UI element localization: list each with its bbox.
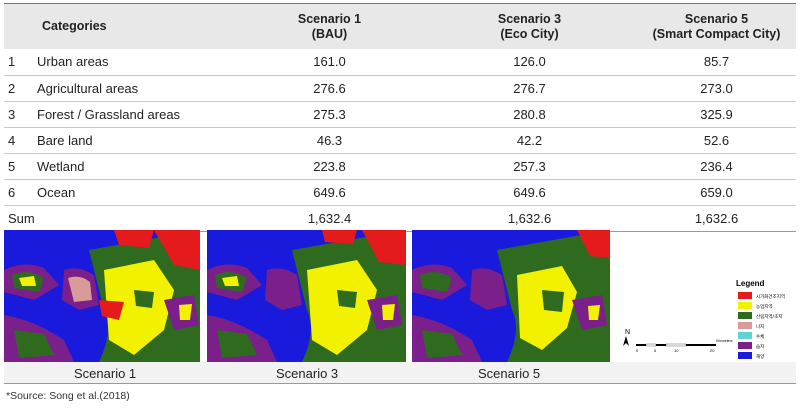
north-arrow-and-scale: N 0 5 10 20 Kilometers Legend 시가화건조지역농업지… — [623, 279, 785, 360]
cell-scenario-3: 276.7 — [422, 75, 637, 102]
row-number: 1 — [4, 49, 37, 76]
sum-scenario-1: 1,632.4 — [237, 205, 422, 232]
cell-scenario-1: 275.3 — [237, 101, 422, 128]
legend-title: Legend — [736, 279, 765, 288]
table-sum-row: Sum 1,632.4 1,632.6 1,632.6 — [4, 205, 796, 232]
row-label: Forest / Grassland areas — [37, 101, 237, 128]
header-s3-title: Scenario 3 — [497, 11, 562, 26]
legend-swatch — [738, 312, 752, 319]
table-row: 6 Ocean 649.6 649.6 659.0 — [4, 179, 796, 206]
cell-scenario-3: 42.2 — [422, 127, 637, 154]
cell-scenario-1: 223.8 — [237, 153, 422, 180]
caption-scenario-3: Scenario 3 — [276, 366, 339, 381]
scale-tick: 20 — [710, 348, 715, 353]
cell-scenario-5: 325.9 — [637, 101, 796, 128]
table-row: 2 Agricultural areas 276.6 276.7 273.0 — [4, 75, 796, 102]
legend-label: 수체 — [756, 333, 764, 340]
legend-label: 농업지역 — [756, 303, 773, 310]
table-row: 1 Urban areas 161.0 126.0 85.7 — [4, 49, 796, 76]
table-top-rule — [4, 3, 796, 4]
scale-tick: 10 — [674, 348, 679, 353]
scale-tick: 5 — [654, 348, 657, 353]
map-scenario-1 — [4, 230, 200, 362]
north-arrow-icon — [623, 336, 629, 346]
table-row: 3 Forest / Grassland areas 275.3 280.8 3… — [4, 101, 796, 128]
land-use-map-1 — [4, 230, 200, 362]
legend-swatch — [738, 292, 752, 299]
cell-scenario-5: 659.0 — [637, 179, 796, 206]
header-scenario-3: Scenario 3 (Eco City) — [422, 4, 637, 49]
scale-unit: Kilometers — [716, 339, 733, 343]
header-scenario-1: Scenario 1 (BAU) — [237, 4, 422, 49]
map-captions: Scenario 1 Scenario 3 Scenario 5 — [4, 362, 796, 384]
legend-swatch — [738, 342, 752, 349]
row-number: 2 — [4, 75, 37, 102]
sum-scenario-5: 1,632.6 — [637, 205, 796, 232]
cell-scenario-1: 46.3 — [237, 127, 422, 154]
cell-scenario-3: 126.0 — [422, 49, 637, 76]
cell-scenario-3: 257.3 — [422, 153, 637, 180]
caption-scenario-1: Scenario 1 — [74, 366, 137, 381]
cell-scenario-5: 273.0 — [637, 75, 796, 102]
row-number: 6 — [4, 179, 37, 206]
legend-swatch — [738, 332, 752, 339]
cell-scenario-3: 280.8 — [422, 101, 637, 128]
row-number: 4 — [4, 127, 37, 154]
cell-scenario-5: 52.6 — [637, 127, 796, 154]
sum-scenario-3: 1,632.6 — [422, 205, 637, 232]
legend-label: 해양 — [756, 353, 764, 360]
table-header-row: Categories Scenario 1 (BAU) Scenario 3 (Ec… — [4, 4, 796, 49]
scale-tick: 0 — [636, 348, 639, 353]
table-row: 5 Wetland 223.8 257.3 236.4 — [4, 153, 796, 180]
legend-label: 산림지역/초지 — [756, 313, 782, 320]
row-label: Bare land — [37, 127, 237, 154]
legend-swatch — [738, 352, 752, 359]
row-number: 3 — [4, 101, 37, 128]
legend-label: 시가화건조지역 — [756, 293, 785, 300]
land-use-map-3 — [207, 230, 406, 362]
source-note: *Source: Song et al.(2018) — [6, 390, 130, 402]
header-s1-title: Scenario 1 — [297, 11, 362, 26]
cell-scenario-1: 276.6 — [237, 75, 422, 102]
row-label: Ocean — [37, 179, 237, 206]
header-s3-subtitle: (Eco City) — [500, 26, 559, 41]
legend-swatch — [738, 322, 752, 329]
map-scenario-5 — [412, 230, 610, 362]
row-label: Agricultural areas — [37, 75, 237, 102]
header-s5-title: Scenario 5 — [684, 11, 749, 26]
header-scenario-5: Scenario 5 (Smart Compact City) — [637, 4, 796, 49]
sum-label: Sum — [4, 205, 237, 232]
land-use-table: Categories Scenario 1 (BAU) Scenario 3 (Ec… — [4, 4, 796, 232]
header-s1-subtitle: (BAU) — [311, 26, 348, 41]
cell-scenario-5: 85.7 — [637, 49, 796, 76]
row-label: Wetland — [37, 153, 237, 180]
land-use-map-5 — [412, 230, 610, 362]
map-scenario-3 — [207, 230, 406, 362]
legend-label: 습지 — [756, 343, 764, 350]
cell-scenario-1: 161.0 — [237, 49, 422, 76]
legend-label: 나지 — [756, 323, 764, 330]
row-label: Urban areas — [37, 49, 237, 76]
caption-scenario-5: Scenario 5 — [478, 366, 541, 381]
header-s5-subtitle: (Smart Compact City) — [652, 26, 781, 41]
header-categories: Categories — [4, 4, 237, 49]
north-label: N — [625, 329, 630, 336]
table-row: 4 Bare land 46.3 42.2 52.6 — [4, 127, 796, 154]
cell-scenario-5: 236.4 — [637, 153, 796, 180]
cell-scenario-1: 649.6 — [237, 179, 422, 206]
legend-swatch — [738, 302, 752, 309]
cell-scenario-3: 649.6 — [422, 179, 637, 206]
row-number: 5 — [4, 153, 37, 180]
